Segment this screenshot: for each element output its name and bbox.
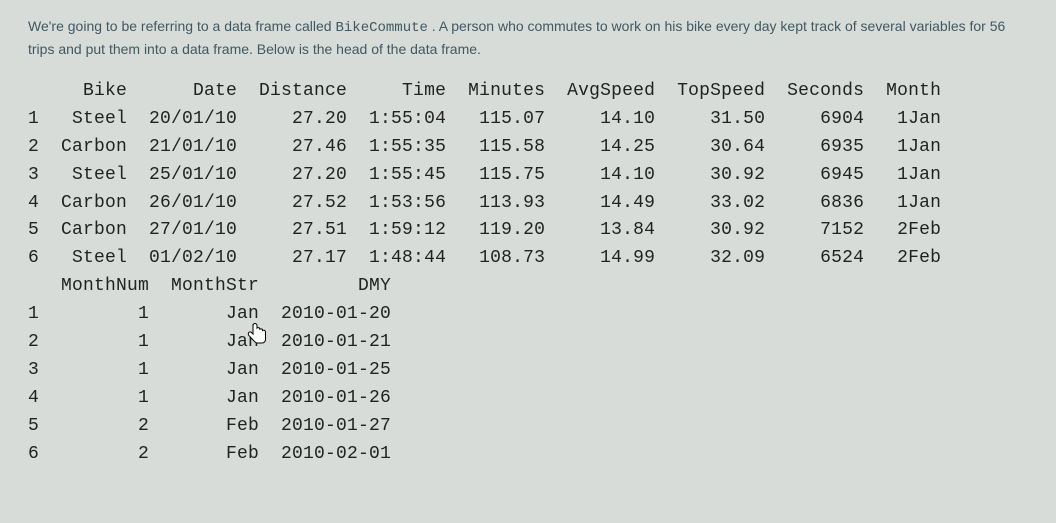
desc-code: BikeCommute xyxy=(335,20,427,36)
desc-prefix: We're going to be referring to a data fr… xyxy=(28,18,335,34)
description-text: We're going to be referring to a data fr… xyxy=(28,16,1028,60)
r-console-output: Bike Date Distance Time Minutes AvgSpeed… xyxy=(28,78,1028,468)
